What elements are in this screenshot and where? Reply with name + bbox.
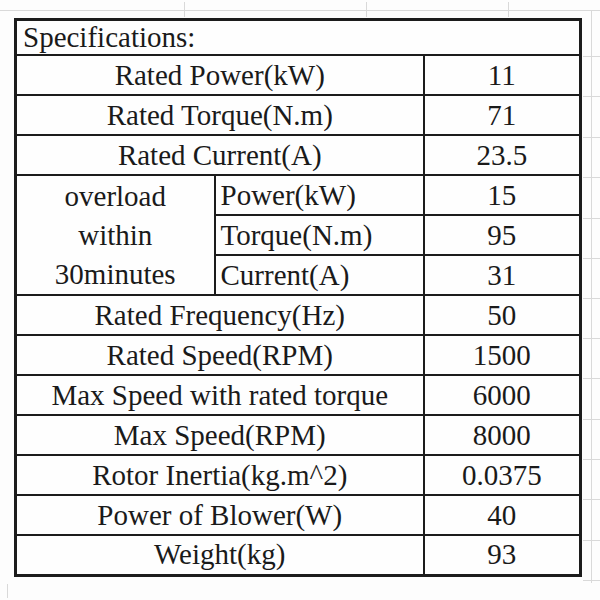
spec-label-weight: Weight(kg) <box>16 535 424 575</box>
table-row: Max Speed with rated torque 6000 <box>16 375 581 415</box>
spec-label-rated-power: Rated Power(kW) <box>16 55 424 95</box>
gridline <box>583 56 600 57</box>
table-row: overload within 30minutes Power(kW) 15 <box>16 175 581 215</box>
table-row: Rated Power(kW) 11 <box>16 55 581 95</box>
spec-label-rated-frequency: Rated Frequency(Hz) <box>16 295 424 335</box>
gridline <box>583 419 600 420</box>
spec-label-max-speed-rated-torque: Max Speed with rated torque <box>16 375 424 415</box>
gridline <box>0 10 600 11</box>
spec-value-blower-power: 40 <box>424 495 581 535</box>
spec-label-overload-current: Current(A) <box>215 255 424 295</box>
spec-label-blower-power: Power of Blower(W) <box>16 495 424 535</box>
table-row-header: Specifications: <box>16 20 581 56</box>
gridline <box>7 584 8 598</box>
gridline <box>583 298 600 299</box>
spec-value-weight: 93 <box>424 535 581 575</box>
spec-label-overload-power: Power(kW) <box>215 175 424 215</box>
gridline <box>366 2 367 17</box>
gridline <box>583 177 600 178</box>
spec-value-overload-power: 15 <box>424 175 581 215</box>
gridline <box>583 499 600 500</box>
spec-label-rated-torque: Rated Torque(N.m) <box>16 95 424 135</box>
spec-label-max-speed: Max Speed(RPM) <box>16 415 424 455</box>
table-row: Rated Torque(N.m) 71 <box>16 95 581 135</box>
table-title: Specifications: <box>16 20 581 56</box>
gridline <box>583 580 600 581</box>
gridline <box>583 540 600 541</box>
spec-value-max-speed-rated-torque: 6000 <box>424 375 581 415</box>
table-row: Rated Frequency(Hz) 50 <box>16 295 581 335</box>
gridline <box>583 338 600 339</box>
spec-value-rated-torque: 71 <box>424 95 581 135</box>
table-row: Rotor Inertia(kg.m^2) 0.0375 <box>16 455 581 495</box>
gridline <box>583 378 600 379</box>
spec-value-rated-power: 11 <box>424 55 581 95</box>
spec-value-rotor-inertia: 0.0375 <box>424 455 581 495</box>
spec-label-rotor-inertia: Rotor Inertia(kg.m^2) <box>16 455 424 495</box>
gridline <box>583 137 600 138</box>
spec-label-rated-current: Rated Current(A) <box>16 135 424 175</box>
spec-label-overload-torque: Torque(N.m) <box>215 215 424 255</box>
table-row: Power of Blower(W) 40 <box>16 495 581 535</box>
spec-value-rated-frequency: 50 <box>424 295 581 335</box>
table-row: Rated Speed(RPM) 1500 <box>16 335 581 375</box>
gridline <box>583 96 600 97</box>
table-row: Rated Current(A) 23.5 <box>16 135 581 175</box>
overload-group-label: overload within 30minutes <box>16 175 215 295</box>
spec-value-overload-torque: 95 <box>424 215 581 255</box>
spec-value-overload-current: 31 <box>424 255 581 295</box>
spec-value-rated-current: 23.5 <box>424 135 581 175</box>
spec-value-rated-speed: 1500 <box>424 335 581 375</box>
gridline <box>583 218 600 219</box>
specifications-table: Specifications: Rated Power(kW) 11 Rated… <box>14 18 582 577</box>
spec-label-rated-speed: Rated Speed(RPM) <box>16 335 424 375</box>
specifications-sheet: Specifications: Rated Power(kW) 11 Rated… <box>0 0 600 600</box>
table-row: Max Speed(RPM) 8000 <box>16 415 581 455</box>
spec-value-max-speed: 8000 <box>424 415 581 455</box>
gridline <box>184 2 185 17</box>
table-row: Weight(kg) 93 <box>16 535 581 575</box>
gridline <box>508 2 509 17</box>
gridline <box>583 258 600 259</box>
gridline <box>583 459 600 460</box>
